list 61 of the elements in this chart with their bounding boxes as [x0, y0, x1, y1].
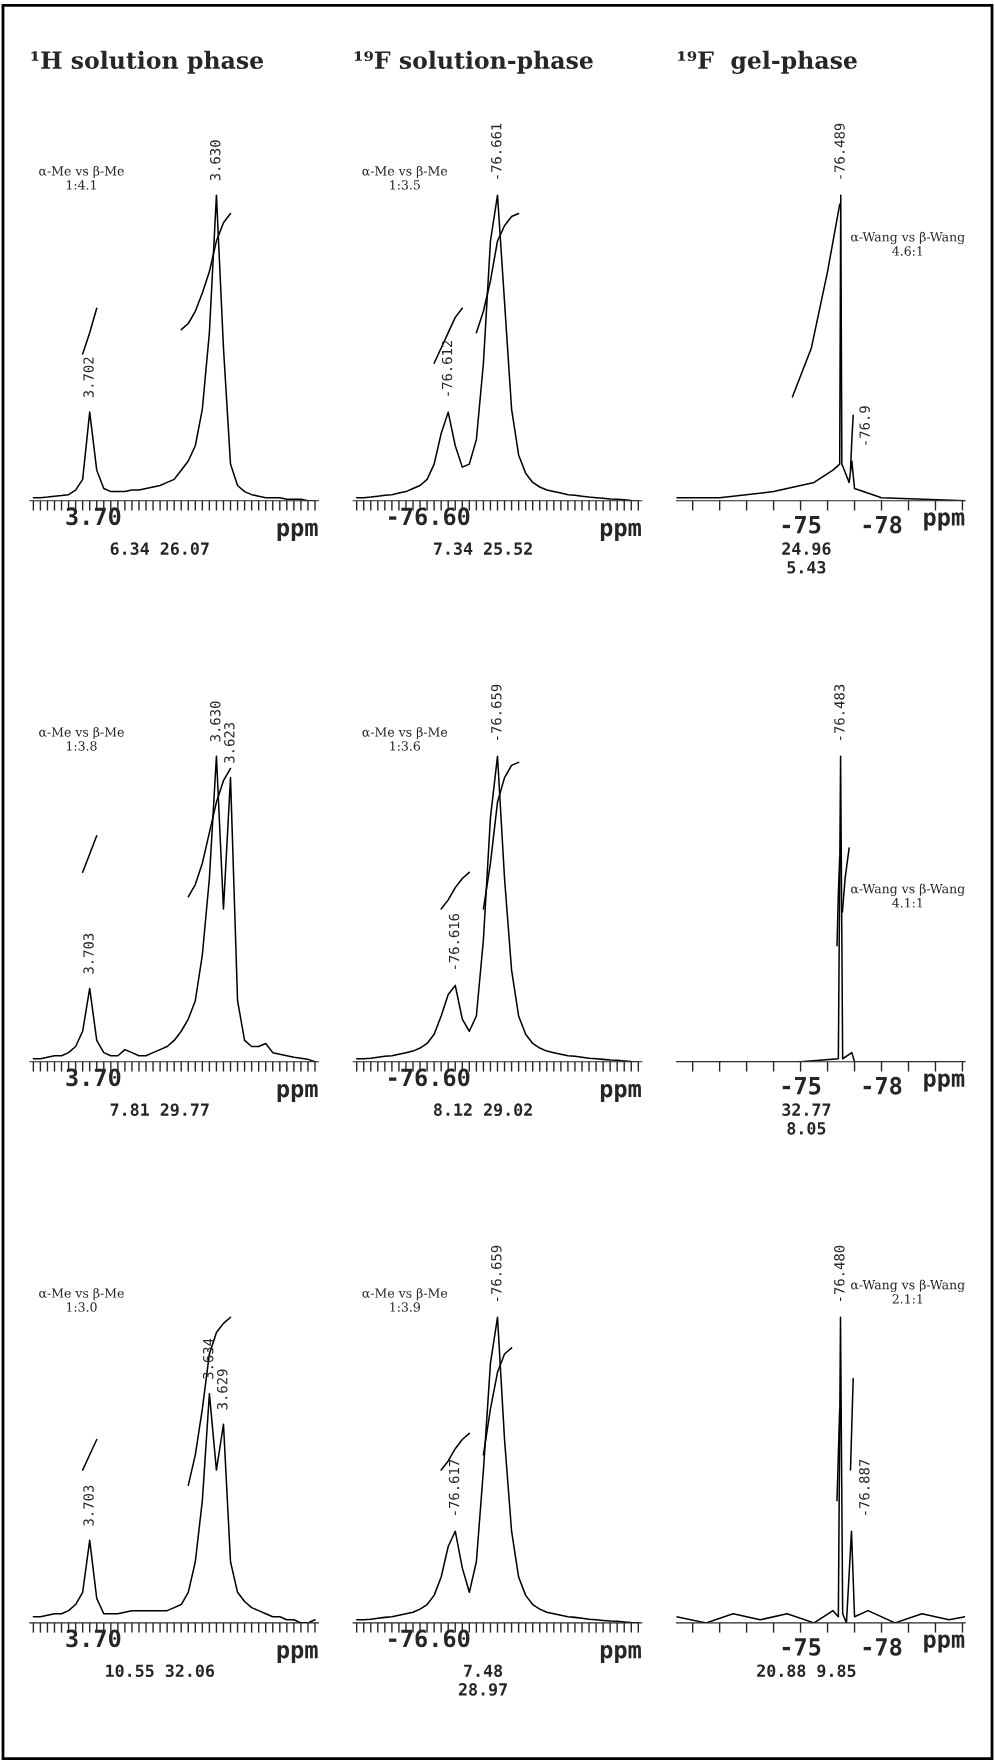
annotation: -76.9 [859, 406, 870, 445]
x-axis-title: ppm [924, 1634, 965, 1653]
text: α-Me vs β-Me 1:3.5 [362, 165, 448, 190]
text: α-Me vs β-Me 1:3.9 [362, 1288, 448, 1312]
text: 32.77 8.05 [782, 1103, 831, 1135]
x-tick-label: -75 [782, 1077, 821, 1095]
text: 3.70 [66, 1068, 121, 1087]
annotation: 3.623 [224, 722, 235, 763]
x-axis-title: ppm [277, 1644, 318, 1664]
text: 3.70 [66, 1629, 121, 1648]
annotation: -76.489 [834, 123, 845, 179]
text: 7.34 25.52 [434, 542, 532, 555]
text: 8.12 29.02 [433, 1103, 532, 1117]
x-axis-title: ppm [600, 522, 641, 541]
text: -76.659 [491, 1245, 502, 1301]
text: 7.48 28.97 [458, 1664, 507, 1696]
text: 24.96 5.43 [782, 542, 831, 574]
text: 3.630 [209, 140, 221, 181]
annotation: α-Wang vs β-Wang 4.6:1 [851, 231, 965, 256]
annotation: -76.483 [834, 684, 845, 740]
chart-title: ¹⁹F solution-phase [354, 50, 593, 74]
annotation: 3.703 [83, 933, 94, 974]
text: α-Me vs β-Me 1:3.0 [39, 1288, 124, 1312]
x-axis-title: ppm [600, 1644, 641, 1664]
text: α-Wang vs β-Wang 2.1:1 [851, 1279, 965, 1304]
x-axis-title: ppm [600, 1083, 641, 1103]
text: 3.630 [209, 701, 221, 742]
x-tick-label: -78 [863, 515, 902, 534]
text: α-Me vs β-Me 1:3.6 [362, 726, 448, 751]
x-tick-label: -78 [863, 1637, 902, 1656]
text: 10.55 32.06 [106, 1664, 215, 1678]
annotation: -76.887 [859, 1459, 870, 1515]
x-axis-title: ppm [924, 512, 965, 531]
annotation: α-Wang vs β-Wang 4.1:1 [851, 883, 965, 908]
text: 6.34 26.07 [110, 542, 209, 555]
text: 3.70 [66, 507, 121, 526]
x-axis-title: ppm [924, 1073, 965, 1092]
chart-title: ¹⁹F gel-phase [678, 50, 857, 74]
text: -76.659 [491, 684, 502, 740]
annotation: 3.703 [83, 1485, 94, 1526]
text: 20.88 9.85 [757, 1664, 856, 1678]
text: -76.60 [389, 507, 470, 526]
annotation: 3.629 [217, 1369, 228, 1410]
annotation: -76.616 [448, 913, 460, 970]
text: -76.60 [389, 1629, 470, 1648]
x-tick-label: -75 [782, 1638, 821, 1656]
annotation: -76.617 [448, 1459, 460, 1515]
x-tick-label: -78 [863, 1076, 902, 1095]
x-tick-label: -75 [782, 516, 821, 534]
x-axis-title: ppm [277, 1083, 318, 1103]
annotation: 3.634 [202, 1338, 214, 1379]
text: -76.60 [389, 1068, 470, 1087]
text: 7.81 29.77 [110, 1103, 209, 1117]
x-axis-title: ppm [277, 522, 318, 541]
annotation: 3.702 [83, 357, 94, 398]
annotation: -76.612 [441, 340, 453, 396]
annotation: -76.480 [834, 1245, 845, 1301]
text: α-Me vs β-Me 1:3.8 [39, 726, 124, 751]
text: α-Me vs β-Me 1:4.1 [39, 165, 124, 190]
chart-title: ¹H solution phase [31, 50, 264, 74]
text: -76.661 [491, 123, 502, 179]
